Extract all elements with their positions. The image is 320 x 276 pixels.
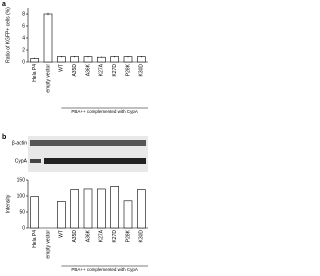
bar xyxy=(97,188,106,229)
y-tick-label: 50 xyxy=(19,209,25,215)
x-tick-label: K27A xyxy=(99,63,105,76)
note: PBA++ complemented with CypA xyxy=(71,109,138,114)
figure: a b β-actin CypA 0 2 4 6 8 Ratio of KGFP+ cel… xyxy=(2,1,148,272)
bar xyxy=(70,189,79,229)
y-tick-label: 0 xyxy=(22,59,25,65)
bar xyxy=(30,196,39,229)
bar xyxy=(70,56,79,63)
bar xyxy=(137,56,146,63)
y-tick-label: 100 xyxy=(17,193,26,199)
bar xyxy=(110,56,119,63)
x-tick-label: WT xyxy=(59,64,65,72)
blot-band xyxy=(30,140,146,146)
x-tick-label: WT xyxy=(59,230,65,238)
blot-label: β-actin xyxy=(12,140,27,146)
bar xyxy=(83,56,93,63)
panel-label: b xyxy=(2,134,6,141)
y-tick-label: 2 xyxy=(22,47,25,53)
x-tick-label: A36K xyxy=(85,63,91,76)
bar xyxy=(57,201,66,229)
y-tick-label: 0 xyxy=(22,225,25,231)
bar xyxy=(57,56,66,63)
bar xyxy=(97,56,106,63)
bar xyxy=(110,186,119,229)
bar xyxy=(137,189,146,229)
bar xyxy=(43,13,53,63)
bar xyxy=(83,188,93,229)
x-tick-label: empty vector xyxy=(45,64,51,93)
blot-label: CypA xyxy=(15,158,28,164)
blot-band xyxy=(30,159,41,163)
y-axis-label: Ratio of KGFP+ cells (%) xyxy=(5,7,11,63)
x-tick-label: A36K xyxy=(85,229,91,242)
x-tick-label: Hela P4 xyxy=(32,230,38,248)
x-tick-label: K27A xyxy=(99,229,105,242)
y-tick-label: 8 xyxy=(22,11,25,17)
y-axis-label: Intensity xyxy=(5,194,11,213)
panel-label: a xyxy=(2,1,6,8)
x-tick-label: K27D xyxy=(112,64,118,77)
y-tick-label: 150 xyxy=(17,177,26,183)
x-tick-label: Hela P4 xyxy=(32,64,38,82)
x-tick-label: P28K xyxy=(125,229,131,242)
blot-band xyxy=(44,158,146,164)
x-tick-label: A35D xyxy=(72,64,78,77)
y-tick-label: 6 xyxy=(22,23,25,29)
y-tick-label: 4 xyxy=(22,35,25,41)
x-tick-label: A35D xyxy=(72,230,78,243)
x-tick-label: K30D xyxy=(139,230,145,243)
x-tick-label: K30D xyxy=(139,64,145,77)
bar xyxy=(123,200,133,229)
x-tick-label: P28K xyxy=(125,63,131,76)
note: PBA++ complemented with CypA xyxy=(71,267,138,272)
x-tick-label: empty vector xyxy=(45,230,51,259)
bar xyxy=(123,56,133,63)
blot xyxy=(28,136,148,172)
x-tick-label: K27D xyxy=(112,230,118,243)
